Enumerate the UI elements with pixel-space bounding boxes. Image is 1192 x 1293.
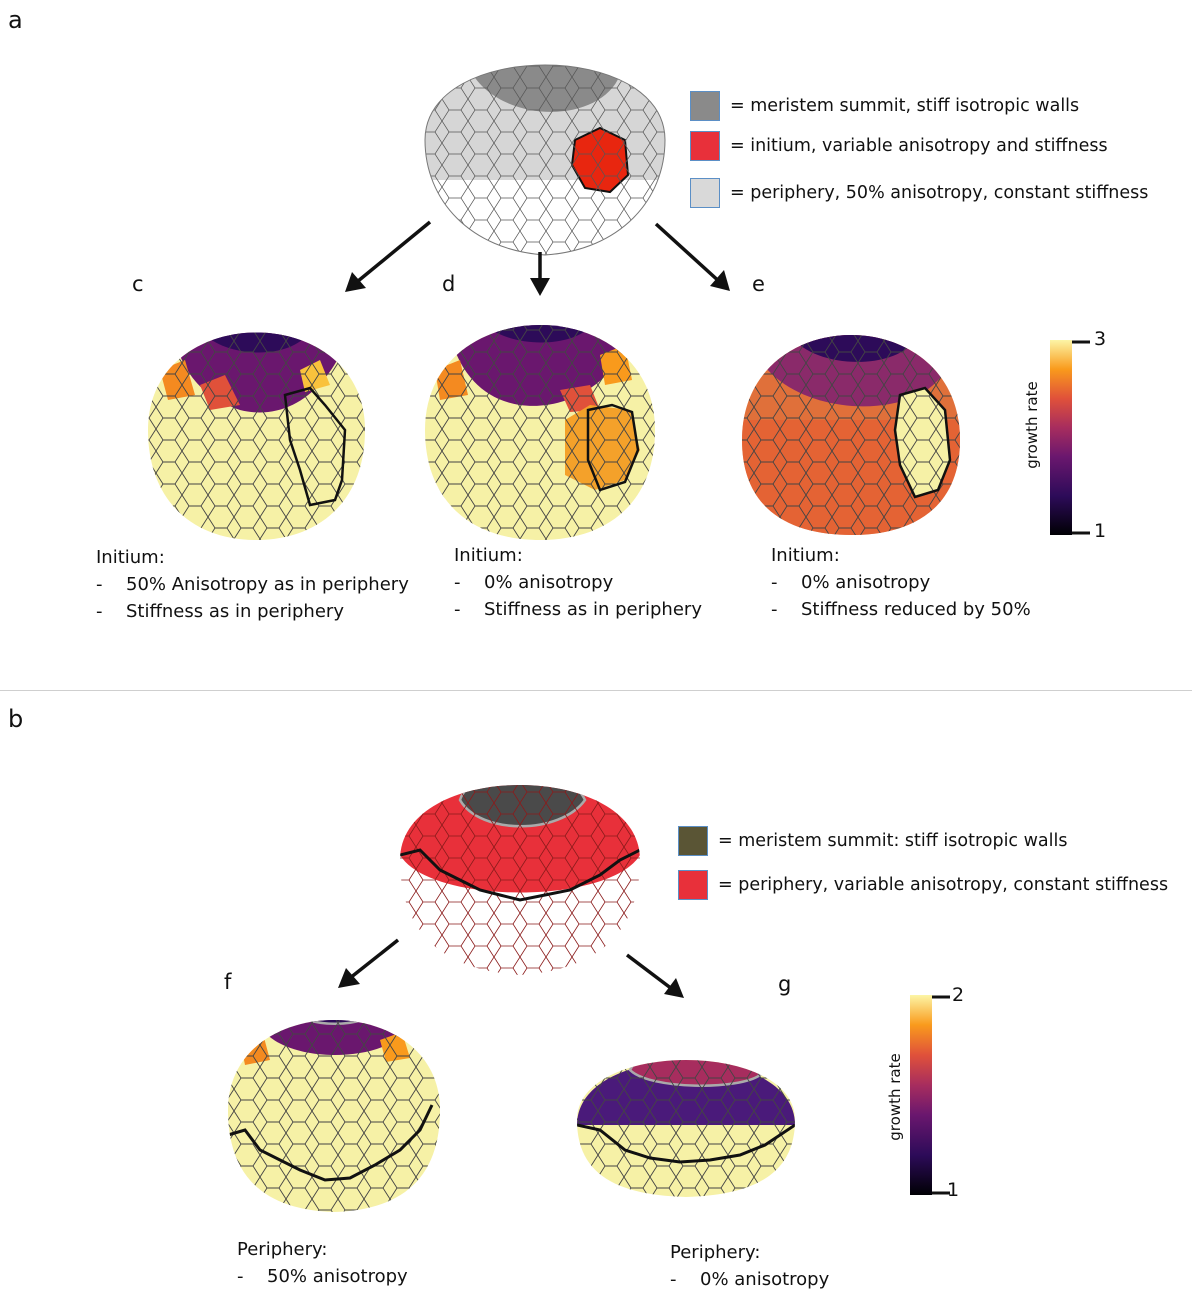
swatch-meristem-summit-b (678, 826, 708, 856)
sub-letter-d: d (442, 272, 456, 296)
legend-item-periphery: = periphery, 50% anisotropy, constant st… (690, 178, 1148, 208)
sub-letter-e: e (752, 272, 765, 296)
caption-title: Initium: (96, 547, 165, 568)
caption-c: Initium: -50% Anisotropy as in periphery… (96, 544, 409, 625)
swatch-periphery (690, 178, 720, 208)
caption-line: -50% Anisotropy as in periphery (96, 574, 409, 595)
legend-label: = meristem summit: stiff isotropic walls (718, 831, 1068, 851)
legend-label: = initium, variable anisotropy and stiff… (730, 136, 1108, 156)
simulation-dome-d (425, 325, 655, 540)
caption-line: -0% anisotropy (771, 572, 931, 593)
sub-letter-g: g (778, 972, 792, 996)
arrow-to-d (530, 252, 550, 296)
caption-line: -0% anisotropy (454, 572, 614, 593)
simulation-dome-e (742, 335, 960, 535)
caption-line: - Stiffness as in periphery (96, 601, 344, 622)
legend-label: = meristem summit, stiff isotropic walls (730, 96, 1080, 116)
simulation-dome-f (228, 1020, 440, 1212)
simulation-dome-g (577, 1060, 795, 1197)
sub-letter-f: f (224, 970, 232, 994)
panel-letter-b: b (8, 705, 24, 733)
arrow-to-e (654, 222, 730, 291)
model-dome-b (400, 785, 640, 975)
caption-f: Periphery: -50% anisotropy (237, 1236, 408, 1290)
legend-label: = periphery, variable anisotropy, consta… (718, 875, 1169, 895)
colorbar-b (910, 995, 950, 1195)
colorbar-a-title: growth rate (1023, 381, 1041, 469)
simulation-dome-c (148, 332, 365, 540)
arrow-to-f (338, 938, 400, 988)
caption-e: Initium: -0% anisotropy - Stiffness reduc… (771, 542, 1031, 623)
colorbar-a-min: 1 (1094, 520, 1107, 542)
caption-d: Initium: -0% anisotropy - Stiffness as in… (454, 542, 702, 623)
caption-title: Initium: (771, 545, 840, 566)
caption-title: Periphery: (237, 1239, 328, 1260)
panel-letter-a: a (8, 6, 23, 34)
caption-line: -0% anisotropy (670, 1269, 830, 1290)
legend-item-meristem-summit: = meristem summit, stiff isotropic walls (690, 91, 1079, 121)
legend-item-meristem-summit-b: = meristem summit: stiff isotropic walls (678, 826, 1068, 856)
colorbar-b-title: growth rate (886, 1053, 904, 1141)
panel-divider (0, 690, 1192, 691)
colorbar-b-max: 2 (952, 984, 965, 1006)
swatch-periphery-b (678, 870, 708, 900)
colorbar-b-min: 1 (947, 1179, 960, 1201)
legend-label: = periphery, 50% anisotropy, constant st… (730, 183, 1149, 203)
caption-line: -50% anisotropy (237, 1266, 408, 1287)
legend-item-periphery-b: = periphery, variable anisotropy, consta… (678, 870, 1168, 900)
arrow-to-c (345, 220, 432, 292)
model-dome-a (424, 64, 666, 256)
colorbar-a-max: 3 (1094, 328, 1107, 350)
caption-title: Initium: (454, 545, 523, 566)
sub-letter-c: c (132, 272, 144, 296)
swatch-meristem-summit (690, 91, 720, 121)
caption-line: - Stiffness reduced by 50% (771, 599, 1031, 620)
swatch-initium (690, 131, 720, 161)
legend-item-initium: = initium, variable anisotropy and stiff… (690, 131, 1108, 161)
caption-line: - Stiffness as in periphery (454, 599, 702, 620)
colorbar-a (1050, 340, 1090, 535)
caption-title: Periphery: (670, 1242, 761, 1263)
caption-g: Periphery: -0% anisotropy (670, 1239, 829, 1293)
arrow-to-g (625, 953, 684, 998)
